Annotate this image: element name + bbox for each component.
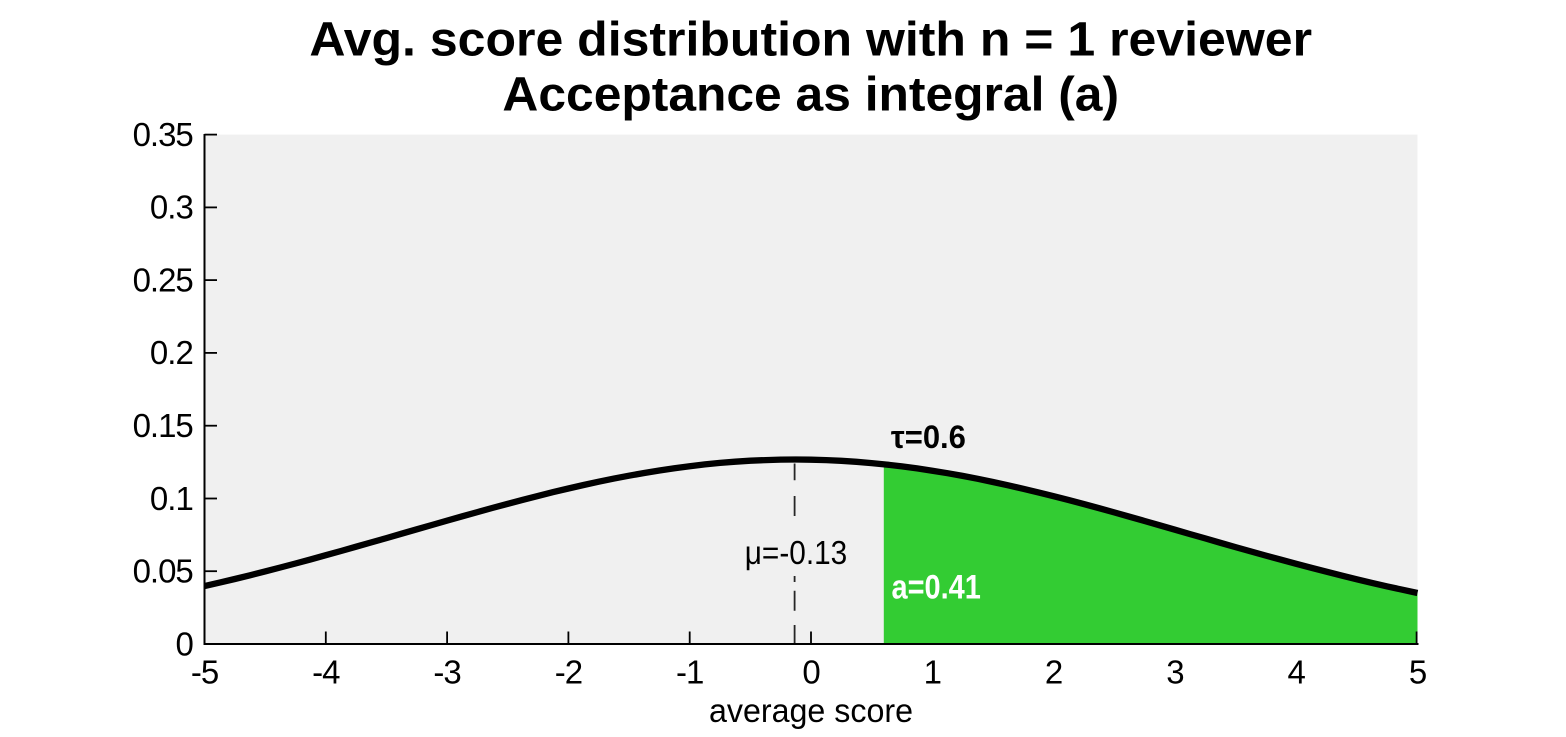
- svg-text:0.05: 0.05: [133, 553, 193, 590]
- svg-text:5: 5: [1409, 654, 1426, 691]
- svg-text:0.2: 0.2: [150, 334, 193, 371]
- svg-text:0: 0: [175, 625, 193, 662]
- svg-text:0: 0: [802, 654, 820, 691]
- svg-text:0.3: 0.3: [150, 189, 193, 226]
- svg-text:average score: average score: [709, 692, 913, 729]
- svg-text:-5: -5: [191, 654, 218, 691]
- svg-text:-1: -1: [676, 654, 703, 691]
- svg-text:2: 2: [1045, 654, 1062, 691]
- svg-text:Avg. score distribution with n: Avg. score distribution with n = 1 revie…: [309, 14, 1312, 67]
- svg-text:Acceptance as integral (a): Acceptance as integral (a): [502, 69, 1119, 122]
- svg-text:0.1: 0.1: [150, 480, 193, 517]
- svg-text:1: 1: [924, 654, 941, 691]
- svg-text:0.35: 0.35: [133, 116, 193, 153]
- svg-text:0.25: 0.25: [133, 261, 193, 298]
- svg-text:a=0.41: a=0.41: [892, 568, 981, 606]
- svg-text:0.15: 0.15: [133, 407, 193, 444]
- svg-text:4: 4: [1288, 654, 1306, 691]
- svg-text:μ=-0.13: μ=-0.13: [745, 534, 848, 571]
- svg-text:τ=0.6: τ=0.6: [891, 419, 966, 455]
- svg-text:-2: -2: [555, 654, 582, 691]
- svg-text:-3: -3: [433, 654, 460, 691]
- svg-text:-4: -4: [312, 654, 340, 691]
- svg-text:3: 3: [1166, 654, 1183, 691]
